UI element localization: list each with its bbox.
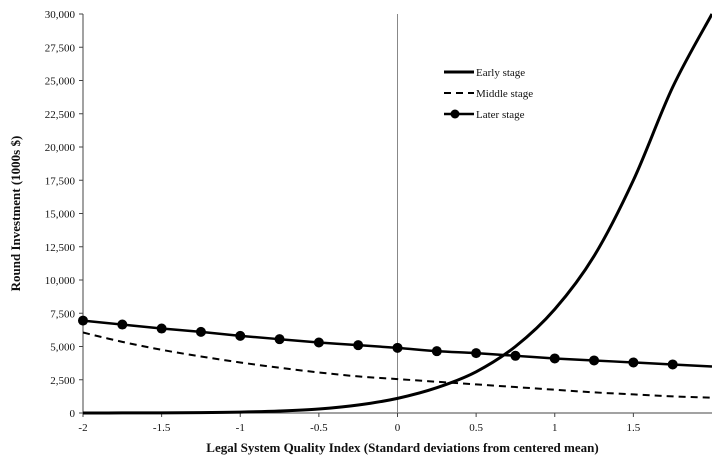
series-point-later-stage [353,340,363,350]
y-tick-label: 20,000 [45,142,76,154]
legend-label-later-stage: Later stage [476,109,525,121]
legend: Early stage Middle stage Later stage [444,67,533,121]
y-tick-label: 27,500 [45,42,76,54]
y-tick-label: 30,000 [45,9,76,21]
series-point-later-stage [393,343,403,353]
x-tick-label: -0.5 [310,422,328,434]
y-tick-label: 7,500 [50,308,75,320]
x-tick-label: 1.5 [627,422,641,434]
x-axis-title: Legal System Quality Index (Standard dev… [206,440,598,455]
legend-label-early-stage: Early stage [476,67,525,79]
series-point-later-stage [314,338,324,348]
series-point-later-stage [235,331,245,341]
y-tick-label: 5,000 [50,342,75,354]
y-tick-label: 25,000 [45,76,76,88]
series-layer [78,14,712,413]
series-point-later-stage [275,334,285,344]
y-tick-label: 2,500 [50,375,75,387]
x-tick-label: -2 [78,422,87,434]
series-point-later-stage [196,327,206,337]
y-axis-title: Round Investment (1000s $) [8,136,23,292]
x-tick-label: -1.5 [153,422,171,434]
series-point-later-stage [550,353,560,363]
series-point-later-stage [471,348,481,358]
y-axis: 0 2,500 5,000 7,500 10,000 12,500 15,000 17,500… [45,9,83,420]
x-tick-label: 1 [552,422,558,434]
y-tick-label: 10,000 [45,275,76,287]
x-axis: -2 -1.5 -1 -0.5 0 0.5 1 1.5 [78,413,640,434]
x-tick-label: 0.5 [469,422,483,434]
series-point-later-stage [589,355,599,365]
series-point-later-stage [628,357,638,367]
series-point-later-stage [117,320,127,330]
legend-label-middle-stage: Middle stage [476,88,533,100]
x-tick-label: 0 [395,422,401,434]
series-point-later-stage [157,324,167,334]
y-tick-label: 22,500 [45,109,76,121]
y-tick-label: 0 [70,408,76,420]
legend-marker-later-stage [451,110,460,119]
series-point-later-stage [510,351,520,361]
y-tick-label: 15,000 [45,209,76,221]
series-point-later-stage [78,316,88,326]
x-tick-label: -1 [236,422,245,434]
y-tick-label: 17,500 [45,175,76,187]
series-point-later-stage [668,359,678,369]
series-point-later-stage [432,346,442,356]
y-tick-label: 12,500 [45,242,76,254]
